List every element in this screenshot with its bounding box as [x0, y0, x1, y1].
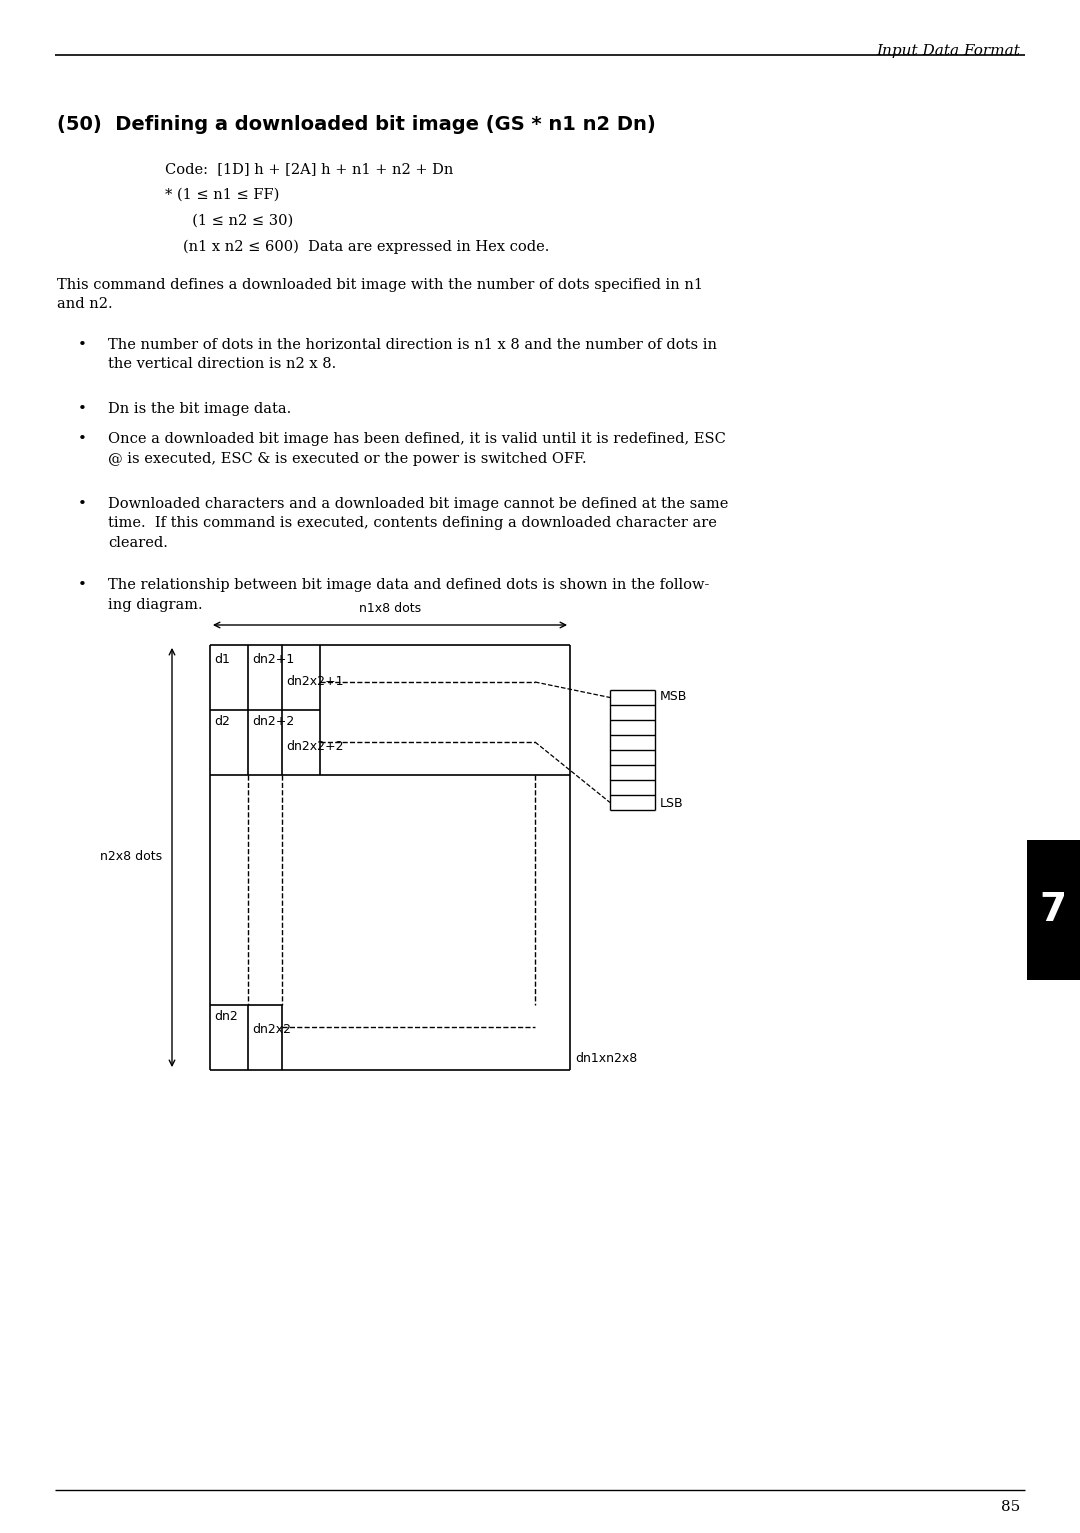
Text: •: •	[78, 578, 86, 592]
Text: •: •	[78, 497, 86, 510]
Text: dn2: dn2	[214, 1010, 238, 1023]
Text: LSB: LSB	[660, 797, 684, 809]
Text: This command defines a downloaded bit image with the number of dots specified in: This command defines a downloaded bit im…	[57, 277, 703, 311]
Text: d1: d1	[214, 653, 230, 665]
Text: dn2x2+2: dn2x2+2	[286, 740, 343, 753]
Bar	[1027, 840, 1080, 980]
Text: The relationship between bit image data and defined dots is shown in the follow-: The relationship between bit image data …	[108, 578, 710, 612]
Text: dn2x2+1: dn2x2+1	[286, 675, 343, 688]
Text: 85: 85	[1001, 1499, 1020, 1515]
Text: Input Data Format: Input Data Format	[876, 44, 1020, 58]
Text: (50)  Defining a downloaded bit image (GS * n1 n2 Dn): (50) Defining a downloaded bit image (GS…	[57, 115, 656, 133]
Text: * (1 ≤ n1 ≤ FF): * (1 ≤ n1 ≤ FF)	[165, 189, 280, 202]
Text: dn2+1: dn2+1	[252, 653, 294, 665]
Text: n2x8 dots: n2x8 dots	[99, 851, 162, 863]
Text: •: •	[78, 402, 86, 415]
Text: The number of dots in the horizontal direction is n1 x 8 and the number of dots : The number of dots in the horizontal dir…	[108, 337, 717, 371]
Text: 7: 7	[1039, 891, 1067, 929]
Text: Downloaded characters and a downloaded bit image cannot be defined at the same
t: Downloaded characters and a downloaded b…	[108, 497, 728, 550]
Text: (n1 x n2 ≤ 600)  Data are expressed in Hex code.: (n1 x n2 ≤ 600) Data are expressed in He…	[183, 241, 550, 254]
Text: MSB: MSB	[660, 690, 687, 704]
Text: n1x8 dots: n1x8 dots	[359, 602, 421, 615]
Text: (1 ≤ n2 ≤ 30): (1 ≤ n2 ≤ 30)	[183, 215, 294, 228]
Text: dn2+2: dn2+2	[252, 714, 294, 728]
Text: •: •	[78, 337, 86, 353]
Text: dn1xn2x8: dn1xn2x8	[575, 1052, 637, 1065]
Text: Code:  [1D] h + [2A] h + n1 + n2 + Dn: Code: [1D] h + [2A] h + n1 + n2 + Dn	[165, 162, 454, 176]
Text: Once a downloaded bit image has been defined, it is valid until it is redefined,: Once a downloaded bit image has been def…	[108, 432, 726, 466]
Text: dn2x2: dn2x2	[252, 1023, 291, 1036]
Text: •: •	[78, 432, 86, 446]
Text: d2: d2	[214, 714, 230, 728]
Text: Dn is the bit image data.: Dn is the bit image data.	[108, 402, 292, 415]
